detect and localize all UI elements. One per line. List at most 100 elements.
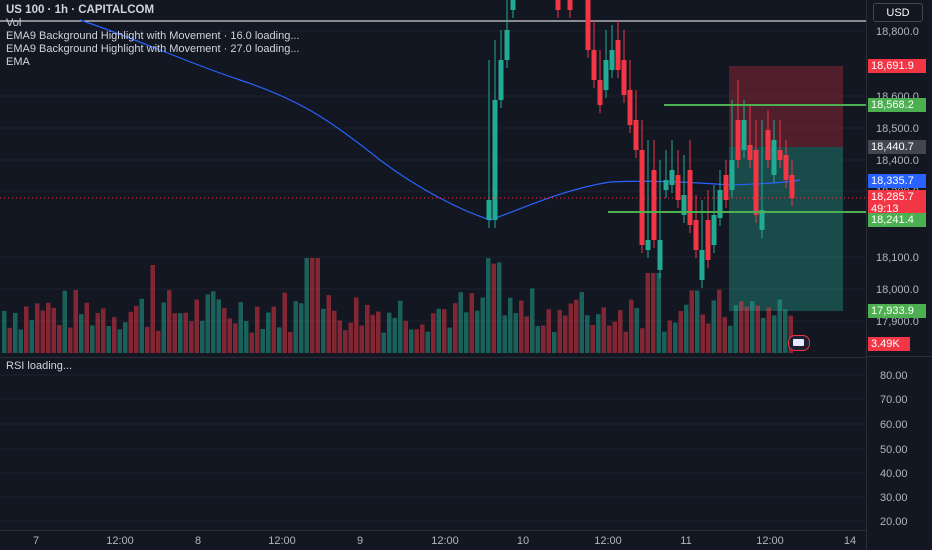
volume-bars xyxy=(2,258,793,353)
volume-bar xyxy=(766,307,771,353)
volume-bar xyxy=(761,317,766,353)
us-flag-icon[interactable] xyxy=(788,335,810,351)
volume-bar xyxy=(145,326,150,353)
volume-bar xyxy=(370,314,375,353)
candle-body xyxy=(609,50,615,70)
volume-bar xyxy=(568,303,573,353)
volume-bar xyxy=(348,322,353,353)
volume-bar xyxy=(326,295,331,353)
volume-bar xyxy=(178,313,183,353)
volume-bar xyxy=(35,303,40,353)
volume-bar xyxy=(722,317,727,353)
volume-bar xyxy=(530,288,535,353)
volume-bar xyxy=(271,306,276,353)
volume-bar xyxy=(508,297,513,353)
volume-bar xyxy=(7,327,12,353)
time-label: 12:00 xyxy=(268,535,296,547)
line-low-price-tag: 18,241.4 xyxy=(868,213,926,227)
volume-bar xyxy=(46,302,51,353)
volume-bar xyxy=(783,309,788,353)
volume-bar xyxy=(222,308,227,353)
volume-bar xyxy=(464,312,469,353)
price-axis[interactable]: 18,800.018,600.018,500.018,400.018,300.0… xyxy=(866,0,932,550)
volume-bar xyxy=(689,290,694,353)
indicator-ema[interactable]: EMA xyxy=(6,56,30,68)
candle-body xyxy=(783,155,789,180)
volume-bar xyxy=(524,316,529,353)
candle-body xyxy=(765,130,771,160)
candle-body xyxy=(633,120,639,150)
volume-bar xyxy=(95,312,100,353)
volume-bar xyxy=(744,306,749,353)
price-tick-label: 17,900.0 xyxy=(876,316,919,328)
volume-bar xyxy=(282,292,287,353)
volume-bar xyxy=(68,327,73,353)
time-label: 10 xyxy=(517,535,529,547)
rsi-tick-label: 30.00 xyxy=(880,492,908,504)
price-chart[interactable] xyxy=(0,0,866,355)
stop-zone[interactable] xyxy=(729,66,843,147)
candle-body xyxy=(486,200,492,220)
indicator-ema9-16[interactable]: EMA9 Background Highlight with Movement … xyxy=(6,30,300,42)
rsi-pane[interactable] xyxy=(0,357,866,530)
volume-bar xyxy=(381,332,386,353)
volume-bar xyxy=(607,325,612,353)
volume-bar xyxy=(651,273,656,353)
time-label: 12:00 xyxy=(431,535,459,547)
volume-bar xyxy=(772,315,777,353)
volume-bar xyxy=(337,320,342,353)
volume-bar xyxy=(645,273,650,353)
volume-bar xyxy=(491,263,496,353)
volume-bar xyxy=(695,290,700,353)
volume-bar xyxy=(244,320,249,353)
volume-bar xyxy=(618,310,623,353)
volume-bar xyxy=(200,320,205,353)
volume-bar xyxy=(623,331,628,353)
volume-bar xyxy=(13,313,18,353)
volume-bar xyxy=(541,325,546,353)
volume-bar xyxy=(414,329,419,353)
volume-bar xyxy=(706,323,711,353)
volume-bar xyxy=(739,301,744,353)
volume-bar xyxy=(216,299,221,353)
volume-bar xyxy=(84,302,89,353)
currency-button[interactable]: USD xyxy=(873,3,923,22)
time-label: 7 xyxy=(33,535,39,547)
rsi-tick-label: 60.00 xyxy=(880,419,908,431)
candle-body xyxy=(741,120,747,150)
volume-bar xyxy=(684,304,689,353)
volume-bar xyxy=(711,300,716,353)
volume-bar xyxy=(750,301,755,353)
volume-bar xyxy=(629,299,634,353)
entry-price-tag: 18,440.7 xyxy=(868,140,926,154)
time-axis[interactable]: 7 12:00 8 12:00 9 12:00 10 12:00 11 12:00 14 xyxy=(0,530,866,550)
time-label: 12:00 xyxy=(756,535,784,547)
volume-bar xyxy=(365,304,370,353)
candle-body xyxy=(789,175,795,198)
rsi-tick-label: 20.00 xyxy=(880,516,908,528)
time-label: 11 xyxy=(680,535,691,547)
volume-bar xyxy=(288,331,293,353)
candle-body xyxy=(693,220,699,250)
volume-bar xyxy=(502,315,507,353)
candle-body xyxy=(510,0,516,10)
volume-bar xyxy=(596,314,601,353)
volume-bar xyxy=(513,313,518,353)
rsi-label: RSI loading... xyxy=(6,360,73,372)
ema-line xyxy=(79,19,801,221)
volume-bar xyxy=(128,311,133,353)
volume-bar xyxy=(73,289,78,353)
volume-bar xyxy=(585,315,590,353)
candle-body xyxy=(759,210,765,230)
volume-bar xyxy=(18,329,23,353)
indicator-ema9-27[interactable]: EMA9 Background Highlight with Movement … xyxy=(6,43,300,55)
indicator-vol[interactable]: Vol xyxy=(6,17,22,29)
volume-bar xyxy=(678,310,683,353)
time-label: 12:00 xyxy=(106,535,134,547)
volume-bar xyxy=(398,300,403,353)
volume-bar xyxy=(601,307,606,353)
volume-bar xyxy=(392,317,397,353)
volume-bar xyxy=(62,290,67,353)
symbol-title[interactable]: US 100 · 1h · CAPITALCOM xyxy=(6,4,155,16)
volume-bar xyxy=(535,326,540,353)
